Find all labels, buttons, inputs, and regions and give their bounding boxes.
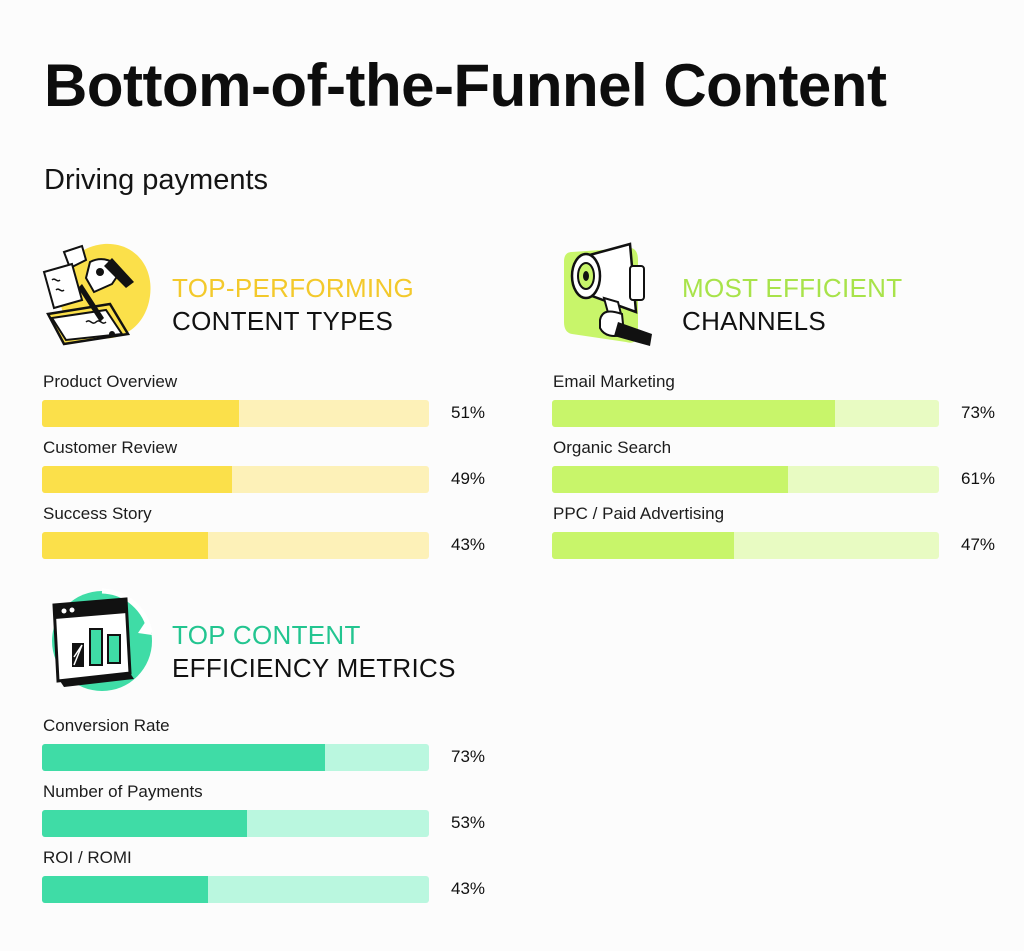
bar-fill [42, 532, 209, 559]
bar-fill [42, 810, 248, 837]
bar-track [42, 532, 429, 559]
bar-fill [42, 876, 209, 903]
page-subtitle: Driving payments [44, 164, 269, 196]
section-header: TOP-PERFORMING CONTENT TYPES [42, 238, 502, 348]
section-heading-accent: TOP-PERFORMING [172, 273, 415, 303]
bar-track [42, 810, 429, 837]
section-content-types: TOP-PERFORMING CONTENT TYPES Product Ove… [42, 238, 502, 559]
bar-label: Number of Payments [43, 782, 203, 801]
bar-fill [552, 532, 734, 559]
bar-chart-content-types: Product Overview 51% Customer Review 49% Suc… [42, 372, 502, 570]
bar-value-label: 47% [961, 535, 996, 554]
bar-value-label: 53% [451, 813, 486, 832]
bar-track [552, 466, 939, 493]
bar-chart-window-icon [42, 585, 154, 697]
bar-label: Email Marketing [553, 372, 675, 391]
bar-label: ROI / ROMI [43, 848, 132, 867]
section-efficiency-metrics: TOP CONTENT EFFICIENCY METRICS Conversio… [42, 585, 502, 903]
writing-hand-icon [42, 238, 154, 350]
megaphone-icon [552, 238, 664, 350]
bar-track [42, 876, 429, 903]
bar-chart-efficiency-metrics: Conversion Rate 73% Number of Payments 53% R… [42, 716, 502, 914]
bar-chart-channels: Email Marketing 73% Organic Search 61% PPC /… [552, 372, 1012, 570]
section-heading: EFFICIENCY METRICS [172, 653, 456, 683]
bar-value-label: 61% [961, 469, 996, 488]
bar-row: Success Story 43% [42, 504, 502, 570]
section-heading: CHANNELS [682, 306, 826, 336]
bar-label: Product Overview [43, 372, 178, 391]
bar-value-label: 73% [961, 403, 996, 422]
bar-fill [42, 466, 232, 493]
bar-value-label: 43% [451, 879, 486, 898]
bar-row: ROI / ROMI 43% [42, 848, 502, 914]
section-heading-accent: TOP CONTENT [172, 620, 361, 650]
bar-label: PPC / Paid Advertising [553, 504, 725, 523]
bar-label: Conversion Rate [43, 716, 170, 735]
bar-fill [552, 466, 789, 493]
bar-value-label: 73% [451, 747, 486, 766]
bar-value-label: 49% [451, 469, 486, 488]
section-header: MOST EFFICIENT CHANNELS [552, 238, 1012, 348]
bar-fill [552, 400, 835, 427]
bar-track [552, 532, 939, 559]
bar-track [42, 466, 429, 493]
bar-label: Success Story [43, 504, 152, 523]
bar-track [42, 400, 429, 427]
bar-track [552, 400, 939, 427]
bar-row: Number of Payments 53% [42, 782, 502, 848]
section-channels: MOST EFFICIENT CHANNELS Email Marketing 7… [552, 238, 1012, 559]
bar-row: Product Overview 51% [42, 372, 502, 438]
bar-fill [42, 400, 240, 427]
bar-row: PPC / Paid Advertising 47% [552, 504, 1012, 570]
bar-label: Organic Search [553, 438, 672, 457]
bar-row: Organic Search 61% [552, 438, 1012, 504]
section-heading-accent: MOST EFFICIENT [682, 273, 903, 303]
bar-label: Customer Review [43, 438, 178, 457]
bar-row: Email Marketing 73% [552, 372, 1012, 438]
bar-value-label: 51% [451, 403, 486, 422]
page-title: Bottom-of-the-Funnel Content [44, 52, 887, 119]
bar-value-label: 43% [451, 535, 486, 554]
bar-row: Customer Review 49% [42, 438, 502, 504]
bar-fill [42, 744, 325, 771]
section-heading: CONTENT TYPES [172, 306, 394, 336]
bar-track [42, 744, 429, 771]
bar-row: Conversion Rate 73% [42, 716, 502, 782]
section-header: TOP CONTENT EFFICIENCY METRICS [42, 585, 502, 695]
